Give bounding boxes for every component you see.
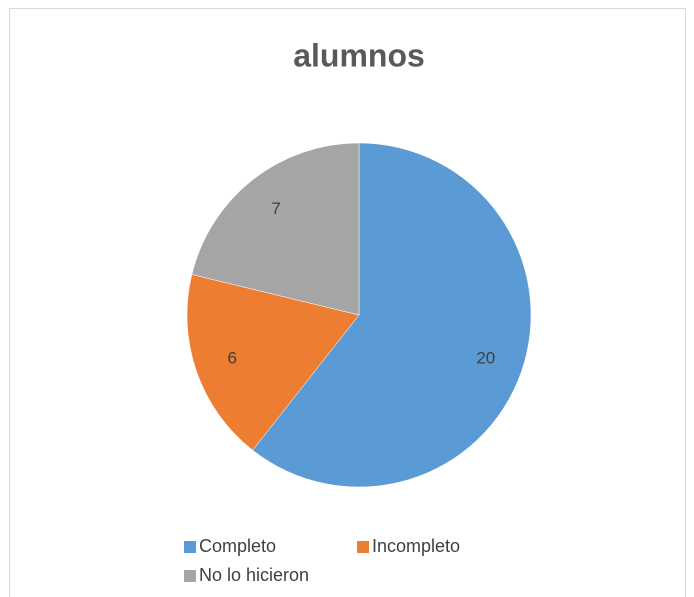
pie-slice bbox=[186, 274, 360, 451]
data-label: 7 bbox=[271, 199, 280, 218]
legend-swatch bbox=[184, 570, 196, 582]
chart-title: alumnos bbox=[293, 37, 425, 73]
legend-swatch bbox=[357, 541, 369, 553]
legend-label: Incompleto bbox=[372, 536, 460, 556]
data-label: 20 bbox=[476, 348, 495, 367]
legend-label: Completo bbox=[199, 536, 276, 556]
data-label: 6 bbox=[227, 348, 236, 367]
pie-slice bbox=[252, 142, 532, 488]
legend-swatch bbox=[184, 541, 196, 553]
legend-label: No lo hicieron bbox=[199, 565, 309, 585]
pie-slice bbox=[191, 142, 360, 316]
